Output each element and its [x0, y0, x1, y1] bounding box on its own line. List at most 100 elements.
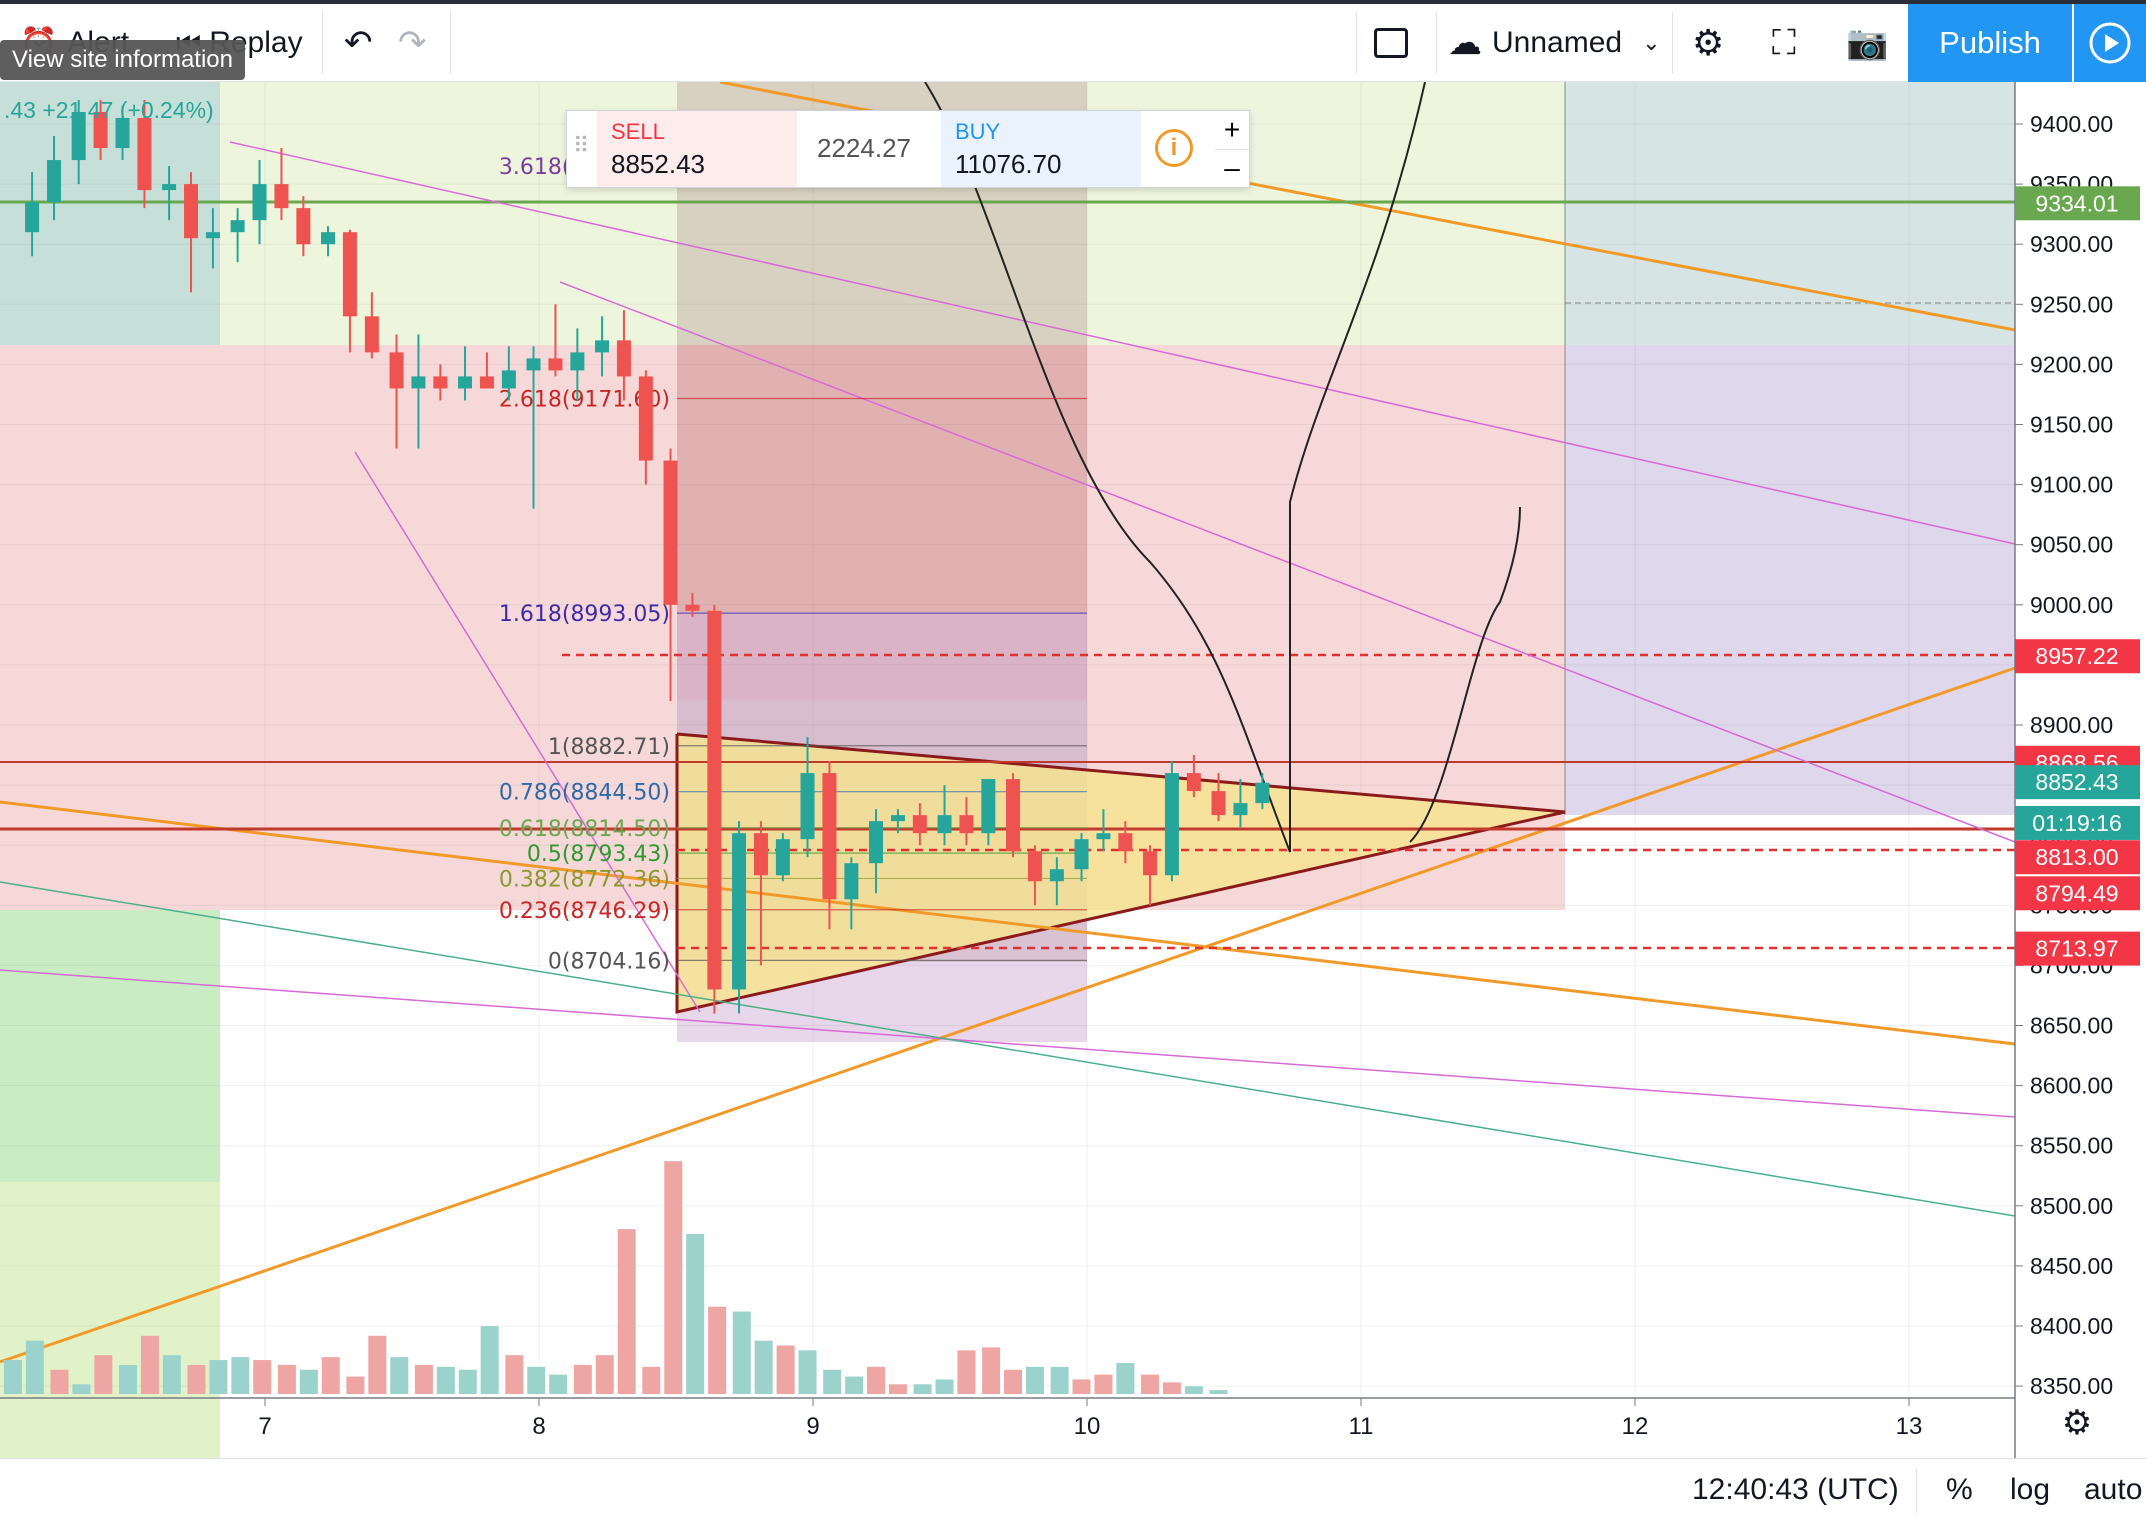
price-axis[interactable]: 9400.009350.009300.009250.009200.009150.…: [2014, 82, 2146, 1458]
volume-bar: [368, 1335, 387, 1394]
info-icon[interactable]: i: [1155, 129, 1193, 167]
candle-body: [753, 833, 768, 876]
increase-qty-button[interactable]: +: [1215, 111, 1249, 150]
axis-settings-gear-icon[interactable]: ⚙: [2062, 1404, 2092, 1442]
layout-name: Unnamed: [1492, 26, 1623, 59]
candle-body: [205, 232, 220, 239]
layout-dropdown[interactable]: ☁ Unnamed ⌄: [1448, 4, 1661, 82]
candle-body: [1096, 833, 1111, 840]
price-tick-label: 9000.00: [2030, 592, 2113, 618]
camera-icon: 📷: [1846, 24, 1889, 62]
volume-bar: [119, 1364, 137, 1394]
candle-body: [844, 863, 859, 900]
buy-button[interactable]: BUY 11076.70: [941, 111, 1141, 187]
price-badge: [2015, 840, 2140, 875]
fullscreen-rect-button[interactable]: [1374, 4, 1408, 82]
volume-bar: [867, 1366, 886, 1394]
candle-body: [981, 779, 996, 834]
candle-body: [959, 815, 974, 834]
price-tick-label: 9150.00: [2030, 412, 2113, 438]
spread-value: 2224.27: [817, 133, 911, 163]
fib-level-label: 0.786(8844.50): [499, 781, 670, 806]
volume-bar: [664, 1161, 683, 1394]
volume-bar: [480, 1326, 499, 1394]
candle-body: [1186, 773, 1201, 792]
trendline-magenta-2: [0, 969, 2016, 1118]
candle-body: [1118, 833, 1133, 852]
settings-button[interactable]: ⚙: [1692, 4, 1724, 82]
fullscreen-button[interactable]: ⛶: [1772, 4, 1796, 82]
candle-body: [1074, 839, 1089, 870]
volume-bar: [140, 1335, 159, 1394]
volume-bar: [209, 1360, 228, 1394]
candlestick-series: [25, 99, 1270, 1014]
volume-bar: [72, 1384, 91, 1394]
decrease-qty-button[interactable]: –: [1224, 152, 1240, 183]
candle-body: [184, 184, 199, 239]
candle-body: [296, 208, 311, 245]
volume-bar: [1209, 1390, 1228, 1394]
publish-button[interactable]: Publish: [1908, 4, 2072, 82]
volume-bar: [642, 1366, 661, 1394]
price-badge-label: 8794.49: [2035, 880, 2118, 906]
price-tick-label: 8900.00: [2030, 712, 2113, 738]
top-toolbar: ⏰ Alert ⏮ Replay ↶ ↷ ☁ Unnamed ⌄ ⚙ ⛶ 📷 V…: [0, 0, 2146, 82]
candle-body: [25, 202, 40, 233]
trendline-teal: [0, 881, 2016, 1217]
redo-button[interactable]: ↷: [398, 4, 427, 82]
undo-icon: ↶: [344, 24, 373, 62]
drag-handle-icon[interactable]: ⠿: [573, 133, 590, 158]
buy-price: 11076.70: [955, 149, 1062, 179]
fib-level-label: 0.382(8772.36): [499, 867, 670, 892]
volume-bar: [253, 1360, 272, 1394]
sell-price: 8852.43: [611, 149, 705, 179]
volume-bar: [888, 1384, 907, 1394]
candle-body: [115, 117, 130, 149]
price-tick-label: 8400.00: [2030, 1313, 2113, 1339]
volume-bar: [94, 1355, 113, 1394]
price-tick-label: 9400.00: [2030, 111, 2113, 137]
price-tick-label: 8450.00: [2030, 1253, 2113, 1279]
volume-bar: [776, 1345, 795, 1394]
log-toggle[interactable]: log: [2010, 1473, 2051, 1506]
trendline-support: [0, 666, 2016, 1364]
undo-button[interactable]: ↶: [344, 4, 373, 82]
time-tick-label: 8: [532, 1413, 545, 1440]
volume-bar: [321, 1357, 340, 1394]
projection-path-1: [924, 82, 1426, 853]
price-tick-label: 8350.00: [2030, 1373, 2113, 1399]
chart-canvas[interactable]: 3.618(9350.78)2.618(9171.60)1.618(8993.0…: [0, 82, 2146, 1458]
fib-level-label: 1.618(8993.05): [499, 602, 670, 627]
sell-button[interactable]: SELL 8852.43: [597, 111, 797, 187]
candle-body: [71, 111, 86, 161]
price-tick-label: 9250.00: [2030, 291, 2113, 317]
zone-lightgreen: [0, 1182, 220, 1458]
time-tick-label: 9: [806, 1413, 819, 1440]
candle-body: [1164, 773, 1179, 876]
candle-body: [93, 111, 108, 149]
time-tick-label: 10: [1074, 1413, 1101, 1440]
volume-bar: [527, 1366, 546, 1394]
rectangle-icon: [1374, 28, 1408, 58]
gear-icon: ⚙: [1692, 22, 1725, 63]
play-button[interactable]: [2074, 4, 2146, 82]
toolbar-divider: [322, 12, 323, 74]
price-tick-label: 9200.00: [2030, 351, 2113, 377]
snapshot-button[interactable]: 📷: [1846, 4, 1888, 82]
percent-toggle[interactable]: %: [1946, 1473, 1973, 1506]
price-badge-label: 8813.00: [2035, 844, 2118, 870]
trendline-magenta-3: [354, 451, 701, 1013]
candle-body: [685, 604, 700, 611]
clock-time[interactable]: 12:40:43 (UTC): [1692, 1473, 1899, 1506]
candle-body: [1255, 782, 1270, 804]
candle-body: [775, 839, 790, 876]
candle-body: [800, 773, 815, 840]
candle-body: [252, 184, 267, 221]
auto-toggle[interactable]: auto: [2084, 1473, 2143, 1506]
candle-body: [501, 370, 516, 389]
time-axis[interactable]: 7 8 9 10 11 12 13: [0, 1397, 2015, 1440]
fib-level-label: 1(8882.71): [548, 735, 670, 760]
candle-body: [47, 160, 62, 203]
toolbar-divider: [1672, 12, 1673, 74]
price-tick-label: 9100.00: [2030, 472, 2113, 498]
